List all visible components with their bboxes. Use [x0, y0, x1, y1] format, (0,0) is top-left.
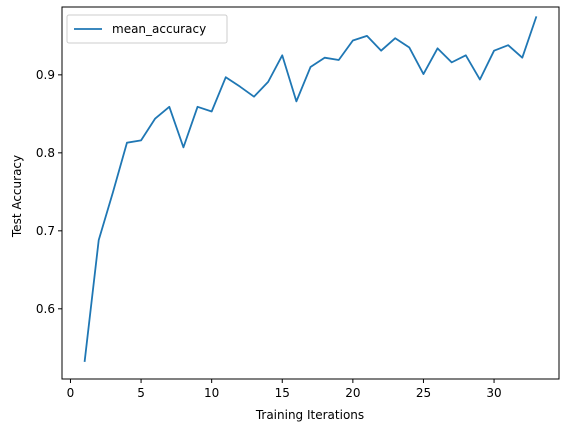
y-tick-label: 0.9	[36, 68, 55, 82]
x-tick-label: 0	[67, 386, 75, 400]
x-tick-label: 20	[345, 386, 360, 400]
y-tick-label: 0.8	[36, 146, 55, 160]
y-axis-label: Test Accuracy	[10, 155, 24, 238]
x-tick-label: 5	[137, 386, 145, 400]
x-tick-label: 15	[275, 386, 290, 400]
x-tick-label: 25	[416, 386, 431, 400]
series-layer	[83, 16, 538, 362]
y-tick-label: 0.6	[36, 302, 55, 316]
series-line-mean-accuracy	[83, 16, 538, 362]
legend-label: mean_accuracy	[112, 22, 206, 36]
legend-box	[66, 14, 228, 44]
x-tick-label: 30	[486, 386, 501, 400]
plot-background	[62, 7, 559, 379]
x-tick-label: 10	[204, 386, 219, 400]
y-tick-label: 0.7	[36, 224, 55, 238]
x-axis-label: Training Iterations	[255, 408, 364, 422]
ticks-layer: 0 5 10 15 20 25 30 0.6 0.7 0.8 0.9	[36, 68, 502, 400]
legend: mean_accuracy	[66, 14, 228, 44]
plot-frame	[61, 6, 560, 380]
